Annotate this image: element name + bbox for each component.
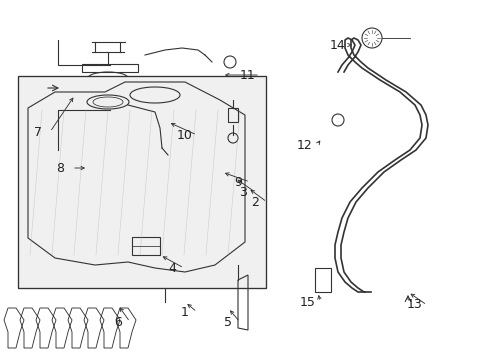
Text: 1: 1 <box>181 306 188 319</box>
Text: 11: 11 <box>240 68 255 81</box>
Text: 12: 12 <box>297 139 312 152</box>
Text: 3: 3 <box>239 185 246 198</box>
Text: 10: 10 <box>177 129 193 141</box>
Text: 14: 14 <box>329 39 345 51</box>
Bar <box>148 108 165 120</box>
Text: 2: 2 <box>250 195 259 208</box>
Text: 5: 5 <box>224 315 231 328</box>
Text: 7: 7 <box>34 126 42 139</box>
Bar <box>227 108 238 122</box>
Text: 4: 4 <box>168 261 176 275</box>
Text: 8: 8 <box>56 162 64 175</box>
Text: 9: 9 <box>234 176 242 189</box>
Text: 6: 6 <box>114 315 122 328</box>
Bar <box>314 268 330 292</box>
Text: 13: 13 <box>407 298 422 311</box>
Text: 15: 15 <box>300 296 315 309</box>
Bar <box>132 237 160 255</box>
Bar <box>94 83 122 138</box>
Bar <box>18 76 265 288</box>
